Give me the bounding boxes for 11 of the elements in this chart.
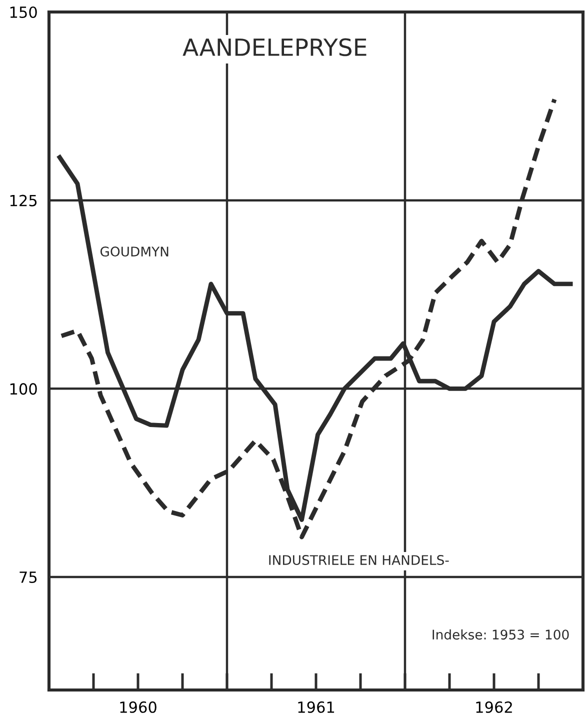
series-label: GOUDMYN xyxy=(100,246,168,257)
text: AANDELEPRYSE xyxy=(182,38,366,56)
y-tick-label: 150 xyxy=(10,6,37,18)
y-tick-label: 125 xyxy=(10,194,37,206)
text: INDUSTRIELE EN HANDELS- xyxy=(269,555,449,566)
x-tick-label: 1962 xyxy=(476,701,512,713)
annotation: Indekse: 1953 = 100 xyxy=(432,629,569,640)
x-tick-label: 1960 xyxy=(120,701,156,713)
y-tick-label: 75 xyxy=(20,572,37,584)
x-tick-label: 1961 xyxy=(298,701,334,713)
y-tick-label: 100 xyxy=(10,383,37,395)
